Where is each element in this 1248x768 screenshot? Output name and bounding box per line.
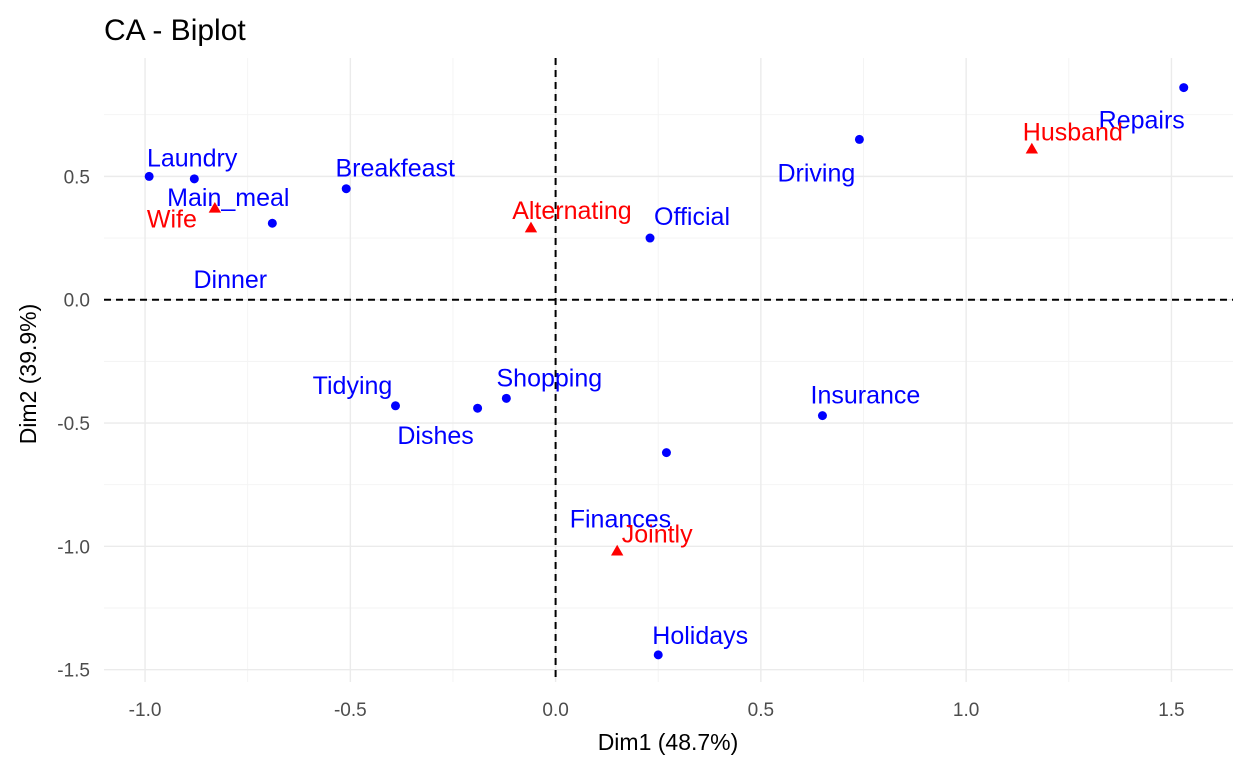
point-alternating <box>524 221 538 233</box>
point-tidying <box>390 401 400 411</box>
reference-lines <box>104 58 1233 682</box>
label-laundry: Laundry <box>147 144 238 172</box>
point-driving <box>854 134 864 144</box>
grid <box>104 58 1233 682</box>
label-husband: Husband <box>1023 118 1123 146</box>
point-finances <box>661 448 671 458</box>
point-dishes <box>473 403 483 413</box>
label-breakfeast: Breakfeast <box>335 155 455 183</box>
point-holidays <box>653 650 663 660</box>
y-tick-label: -1.5 <box>57 661 90 682</box>
x-tick-label: 0.0 <box>542 700 568 721</box>
label-official: Official <box>654 203 730 231</box>
chart-title: CA - Biplot <box>104 14 246 47</box>
x-tick-label: -1.0 <box>129 700 162 721</box>
label-holidays: Holidays <box>652 622 748 650</box>
x-tick-label: 0.5 <box>748 700 774 721</box>
label-insurance: Insurance <box>811 382 921 410</box>
point-dinner <box>267 218 277 228</box>
label-shopping: Shopping <box>497 364 603 392</box>
label-driving: Driving <box>778 159 856 187</box>
axis-ticks: -1.0 -0.5 0.0 0.5 1.0 1.5 -1.5 -1.0 -0.5 0.0 0.5 <box>57 167 1184 721</box>
data-labels: LaundryMain_mealDinnerBreakfeastTidyingD… <box>147 107 1185 650</box>
point-official <box>645 233 655 243</box>
label-tidying: Tidying <box>313 372 393 400</box>
point-shopping <box>501 393 511 403</box>
point-main-meal <box>189 174 199 184</box>
point-wife <box>208 201 222 213</box>
label-alternating: Alternating <box>512 197 632 225</box>
label-jointly: Jointly <box>622 520 693 548</box>
point-insurance <box>817 411 827 421</box>
y-axis-label: Dim2 (39.9%) <box>15 304 41 445</box>
y-tick-label: -0.5 <box>57 414 90 435</box>
data-points <box>144 83 1189 660</box>
label-repairs: Repairs <box>1099 107 1185 135</box>
label-wife: Wife <box>147 205 197 233</box>
y-tick-label: 0.5 <box>64 167 90 188</box>
x-tick-label: 1.5 <box>1158 700 1184 721</box>
x-axis-label: Dim1 (48.7%) <box>598 729 739 755</box>
x-tick-label: -0.5 <box>334 700 367 721</box>
y-tick-label: -1.0 <box>57 537 90 558</box>
label-finances: Finances <box>570 506 671 534</box>
label-dinner: Dinner <box>193 266 267 294</box>
label-dishes: Dishes <box>397 422 473 450</box>
x-tick-label: 1.0 <box>953 700 979 721</box>
point-laundry <box>144 171 154 181</box>
point-repairs <box>1179 83 1189 93</box>
point-breakfeast <box>341 184 351 194</box>
y-tick-label: 0.0 <box>64 291 90 312</box>
point-jointly <box>611 544 624 556</box>
label-main-meal: Main_meal <box>167 184 289 212</box>
point-husband <box>1025 142 1039 154</box>
